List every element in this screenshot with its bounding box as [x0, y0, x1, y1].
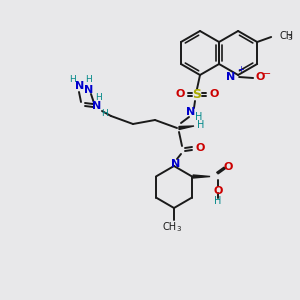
Polygon shape [179, 126, 194, 130]
Text: 3: 3 [288, 35, 292, 41]
Text: O: O [175, 89, 185, 99]
Text: CH: CH [279, 31, 293, 41]
Text: H: H [214, 196, 222, 206]
Text: O: O [195, 143, 205, 153]
Text: −: − [263, 69, 271, 79]
Text: +: + [237, 65, 244, 74]
Text: H: H [102, 110, 108, 118]
Text: CH: CH [163, 222, 177, 232]
Text: N: N [75, 81, 85, 91]
Text: H: H [195, 112, 203, 122]
Text: H: H [85, 74, 92, 83]
Text: S: S [193, 88, 202, 101]
Text: N: N [171, 159, 181, 169]
Text: N: N [92, 101, 102, 111]
Text: N: N [226, 72, 235, 82]
Polygon shape [193, 175, 210, 178]
Text: H: H [69, 74, 75, 83]
Text: O: O [224, 161, 233, 172]
Text: H: H [197, 120, 205, 130]
Text: O: O [255, 72, 265, 82]
Text: N: N [186, 107, 196, 117]
Text: N: N [84, 85, 94, 95]
Text: O: O [209, 89, 219, 99]
Text: O: O [213, 185, 223, 196]
Text: H: H [96, 94, 102, 103]
Text: 3: 3 [176, 226, 181, 232]
